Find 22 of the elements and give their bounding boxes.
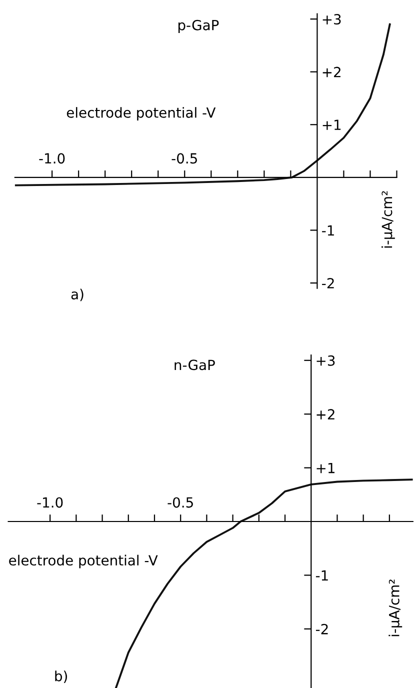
annotation: b) <box>55 670 67 683</box>
y-tick-label: +2 <box>322 66 340 78</box>
chart-title: p-GaP <box>178 20 219 34</box>
y-tick-label: +1 <box>316 462 334 474</box>
y-tick-label: +1 <box>322 120 341 130</box>
y-tick-label: +3 <box>322 14 341 25</box>
y-axis-title: i-μA/cm² <box>388 580 402 636</box>
y-tick-label: +2 <box>316 409 334 420</box>
x-tick-label: -1.0 <box>37 497 63 508</box>
y-tick-label: -1 <box>322 225 334 236</box>
y-axis-title: i-μA/cm² <box>381 191 395 248</box>
y-tick-label: -1 <box>316 570 328 580</box>
y-tick-label: -2 <box>322 278 334 288</box>
x-tick-label: -0.5 <box>172 153 197 164</box>
x-axis-title: electrode potential -V <box>9 554 158 568</box>
chart-title: n-GaP <box>174 360 215 370</box>
y-tick-label: +3 <box>316 355 335 366</box>
x-tick-label: -0.5 <box>168 497 193 508</box>
text: a) <box>71 288 84 302</box>
y-tick-label: -2 <box>316 624 328 634</box>
x-tick-label: -1.0 <box>39 153 65 164</box>
x-axis-title: electrode potential -V <box>66 107 216 121</box>
